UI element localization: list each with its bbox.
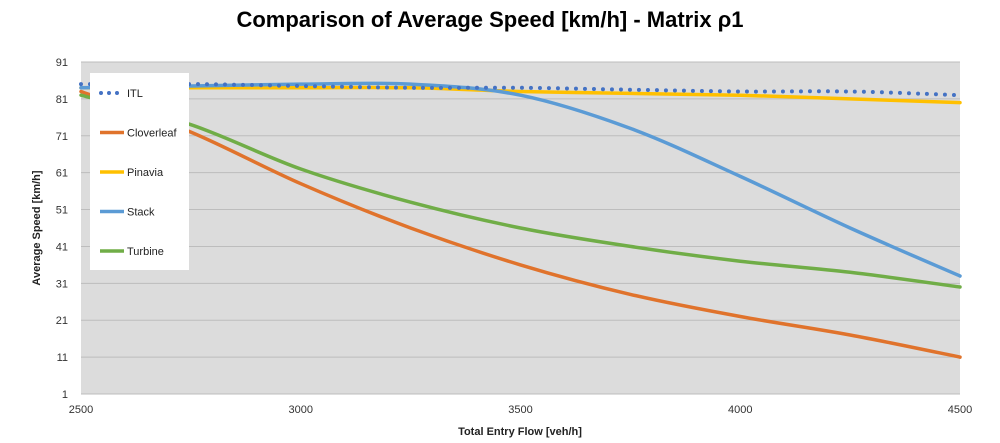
chart-title: Comparison of Average Speed [km/h] - Mat…: [236, 7, 743, 32]
legend-label-stack: Stack: [127, 207, 155, 219]
x-tick-label-3500: 3500: [508, 404, 532, 416]
y-tick-label-91: 91: [56, 57, 68, 69]
x-tick-label-2500: 2500: [69, 404, 93, 416]
y-tick-label-1: 1: [62, 389, 68, 401]
x-axis-title: Total Entry Flow [veh/h]: [458, 426, 582, 438]
series-line-pinavia: [79, 85, 962, 105]
y-tick-label-11: 11: [57, 352, 68, 364]
gridlines: [81, 61, 960, 395]
x-axis-ticks: 2500 3000 3500 4000 4500: [69, 404, 972, 416]
legend-label-cloverleaf: Cloverleaf: [127, 128, 177, 140]
series-line-itl: [79, 81, 962, 98]
legend-label-turbine: Turbine: [127, 246, 164, 258]
y-tick-label-71: 71: [56, 131, 68, 143]
y-tick-label-81: 81: [56, 94, 68, 106]
series-line-cloverleaf: [79, 89, 962, 359]
y-tick-label-51: 51: [56, 205, 68, 217]
y-tick-label-41: 41: [56, 241, 68, 253]
legend-label-pinavia: Pinavia: [127, 167, 164, 179]
y-tick-label-21: 21: [56, 315, 68, 327]
y-axis-title: Average Speed [km/h]: [31, 170, 43, 285]
x-tick-label-4000: 4000: [728, 404, 752, 416]
x-tick-label-4500: 4500: [948, 404, 972, 416]
legend-label-itl: ITL: [127, 88, 143, 100]
x-tick-label-3000: 3000: [289, 404, 313, 416]
y-tick-label-31: 31: [56, 278, 68, 290]
legend: ITL Cloverleaf Pinavia Stack Turbine: [90, 73, 189, 270]
y-tick-label-61: 61: [56, 168, 68, 180]
series-lines: [79, 81, 962, 359]
series-line-turbine: [79, 93, 962, 289]
